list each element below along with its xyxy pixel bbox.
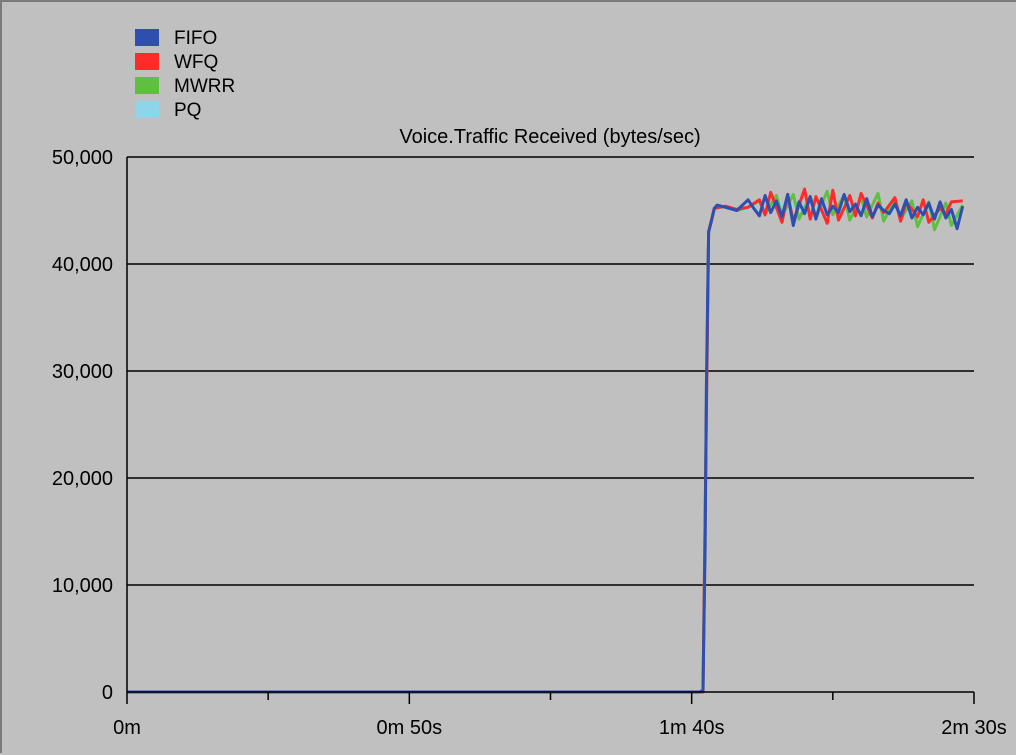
legend-label-mwrr: MWRR — [174, 76, 235, 97]
y-tick-label: 0 — [102, 682, 113, 704]
x-tick-label: 2m 30s — [941, 717, 1007, 739]
chart-title: Voice.Traffic Received (bytes/sec) — [399, 126, 700, 148]
y-tick-label: 20,000 — [52, 468, 113, 490]
plot-area — [127, 157, 974, 692]
legend-swatch-pq — [135, 101, 159, 118]
series-layer — [127, 187, 965, 694]
y-tick-label: 30,000 — [52, 361, 113, 383]
series-line-fifo — [127, 192, 965, 694]
x-tick-label: 0m — [113, 717, 141, 739]
y-axis-ticks: 0 10,000 20,000 30,000 40,000 50,000 — [52, 147, 113, 704]
legend: FIFO WFQ MWRR PQ — [135, 28, 235, 121]
legend-swatch-fifo — [135, 29, 159, 46]
x-axis-ticks: 0m 0m 50s 1m 40s 2m 30s — [113, 692, 1007, 739]
legend-swatch-wfq — [135, 53, 159, 70]
legend-swatch-mwrr — [135, 77, 159, 94]
y-tick-label: 10,000 — [52, 575, 113, 597]
y-tick-label: 40,000 — [52, 254, 113, 276]
x-tick-label: 0m 50s — [377, 717, 443, 739]
grid — [127, 156, 974, 586]
legend-label-pq: PQ — [174, 100, 201, 121]
y-tick-label: 50,000 — [52, 147, 113, 169]
legend-label-wfq: WFQ — [174, 52, 218, 73]
legend-label-fifo: FIFO — [174, 28, 217, 49]
x-tick-label: 1m 40s — [659, 717, 725, 739]
